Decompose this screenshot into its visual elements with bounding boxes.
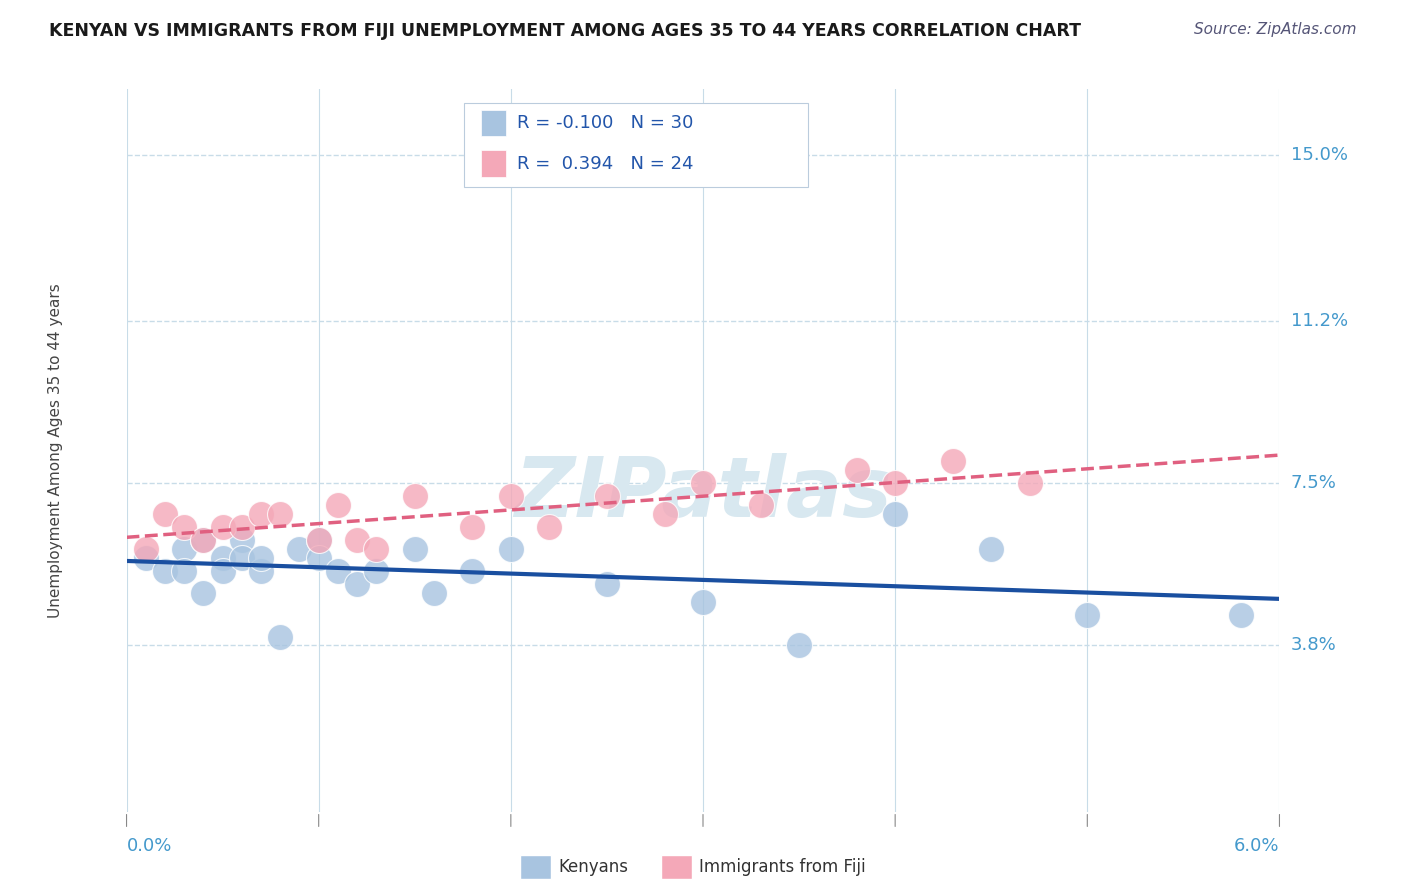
- Point: [654, 507, 676, 521]
- Text: 0.0%: 0.0%: [127, 837, 172, 855]
- Text: Immigrants from Fiji: Immigrants from Fiji: [699, 858, 866, 876]
- Point: [250, 564, 273, 578]
- Point: [173, 541, 195, 556]
- Point: [942, 454, 965, 468]
- Point: [193, 533, 215, 548]
- Text: Unemployment Among Ages 35 to 44 years: Unemployment Among Ages 35 to 44 years: [48, 283, 63, 618]
- Point: [596, 490, 619, 504]
- Point: [366, 541, 388, 556]
- Point: [250, 507, 273, 521]
- Point: [308, 533, 330, 548]
- Point: [538, 520, 561, 534]
- Point: [193, 586, 215, 600]
- Point: [231, 520, 253, 534]
- Point: [692, 476, 714, 491]
- Point: [404, 541, 426, 556]
- Point: [346, 533, 368, 548]
- Point: [884, 476, 907, 491]
- Point: [787, 638, 810, 652]
- Point: [326, 498, 349, 512]
- Text: Source: ZipAtlas.com: Source: ZipAtlas.com: [1194, 22, 1357, 37]
- Point: [193, 533, 215, 548]
- Text: KENYAN VS IMMIGRANTS FROM FIJI UNEMPLOYMENT AMONG AGES 35 TO 44 YEARS CORRELATIO: KENYAN VS IMMIGRANTS FROM FIJI UNEMPLOYM…: [49, 22, 1081, 40]
- Point: [153, 564, 176, 578]
- Point: [461, 520, 484, 534]
- Point: [269, 630, 291, 644]
- Point: [499, 490, 522, 504]
- Point: [404, 490, 426, 504]
- Point: [749, 498, 772, 512]
- Point: [211, 564, 233, 578]
- Point: [461, 564, 484, 578]
- Text: 3.8%: 3.8%: [1291, 636, 1336, 655]
- Point: [173, 520, 195, 534]
- Point: [980, 541, 1002, 556]
- Point: [423, 586, 446, 600]
- Point: [173, 564, 195, 578]
- Point: [884, 507, 907, 521]
- Point: [1018, 476, 1040, 491]
- Text: 6.0%: 6.0%: [1234, 837, 1279, 855]
- Point: [308, 550, 330, 565]
- Point: [250, 550, 273, 565]
- Point: [288, 541, 311, 556]
- Point: [366, 564, 388, 578]
- Text: 7.5%: 7.5%: [1291, 475, 1337, 492]
- Point: [499, 541, 522, 556]
- Point: [211, 550, 233, 565]
- Point: [845, 463, 868, 477]
- Text: ZIPatlas: ZIPatlas: [515, 453, 891, 534]
- Text: Kenyans: Kenyans: [558, 858, 628, 876]
- Point: [596, 577, 619, 591]
- Point: [1076, 607, 1098, 622]
- Point: [692, 594, 714, 608]
- Point: [346, 577, 368, 591]
- Text: R =  0.394   N = 24: R = 0.394 N = 24: [517, 155, 695, 173]
- Point: [326, 564, 349, 578]
- Point: [135, 550, 157, 565]
- Point: [153, 507, 176, 521]
- Text: 15.0%: 15.0%: [1291, 146, 1347, 164]
- Point: [1230, 607, 1253, 622]
- Point: [135, 541, 157, 556]
- Point: [231, 533, 253, 548]
- Text: R = -0.100   N = 30: R = -0.100 N = 30: [517, 114, 693, 132]
- Point: [308, 533, 330, 548]
- Text: 11.2%: 11.2%: [1291, 312, 1348, 330]
- Point: [231, 550, 253, 565]
- Point: [211, 520, 233, 534]
- Point: [269, 507, 291, 521]
